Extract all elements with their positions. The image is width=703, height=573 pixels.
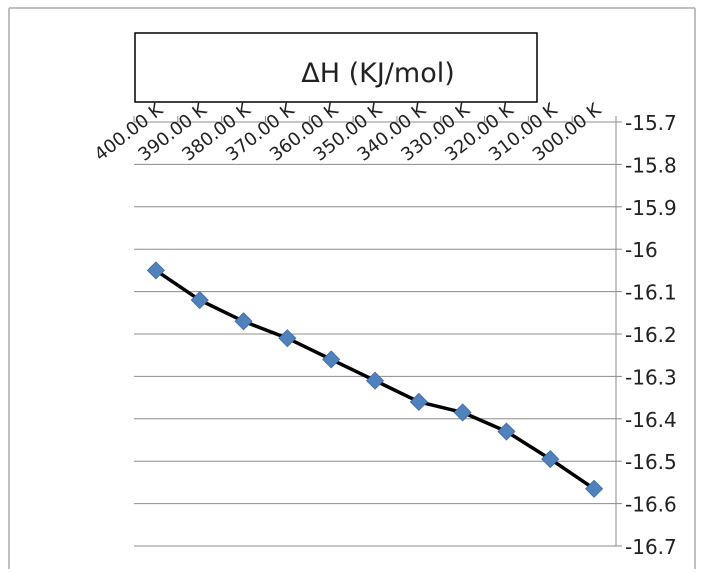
data-point: [322, 350, 341, 369]
y-tick-label: -16.3: [625, 365, 677, 389]
y-tick-label: -16.4: [625, 408, 677, 432]
y-tick-label: -16.2: [625, 323, 677, 347]
chart-title-box: [134, 32, 538, 103]
data-point: [365, 371, 385, 390]
y-tick-label: -16.5: [625, 450, 677, 474]
data-point: [278, 329, 297, 348]
data-point: [497, 422, 516, 441]
y-tick-labels: -15.7 -15.8 -15.9 -16 -16.1 -16.2 -16.3 -16.4 -1…: [625, 111, 677, 559]
data-markers: [146, 261, 604, 498]
data-point: [146, 261, 165, 280]
data-point: [190, 291, 209, 310]
y-tick-label: -16.6: [625, 493, 677, 517]
y-tick-label: -15.7: [625, 111, 677, 135]
data-point: [453, 403, 472, 422]
data-point: [541, 450, 560, 469]
y-tick-label: -15.9: [625, 196, 677, 220]
chart-title: ΔH (KJ/mol): [301, 58, 455, 89]
y-tick-label: -16: [625, 238, 658, 262]
y-tick-label: -16.1: [625, 281, 677, 305]
data-point: [585, 479, 604, 498]
data-point: [409, 392, 428, 411]
data-point: [234, 312, 253, 331]
axes: [133, 116, 622, 547]
y-tick-label: -16.7: [625, 535, 677, 559]
gridlines: [134, 163, 616, 547]
y-tick-label: -15.8: [625, 153, 677, 177]
